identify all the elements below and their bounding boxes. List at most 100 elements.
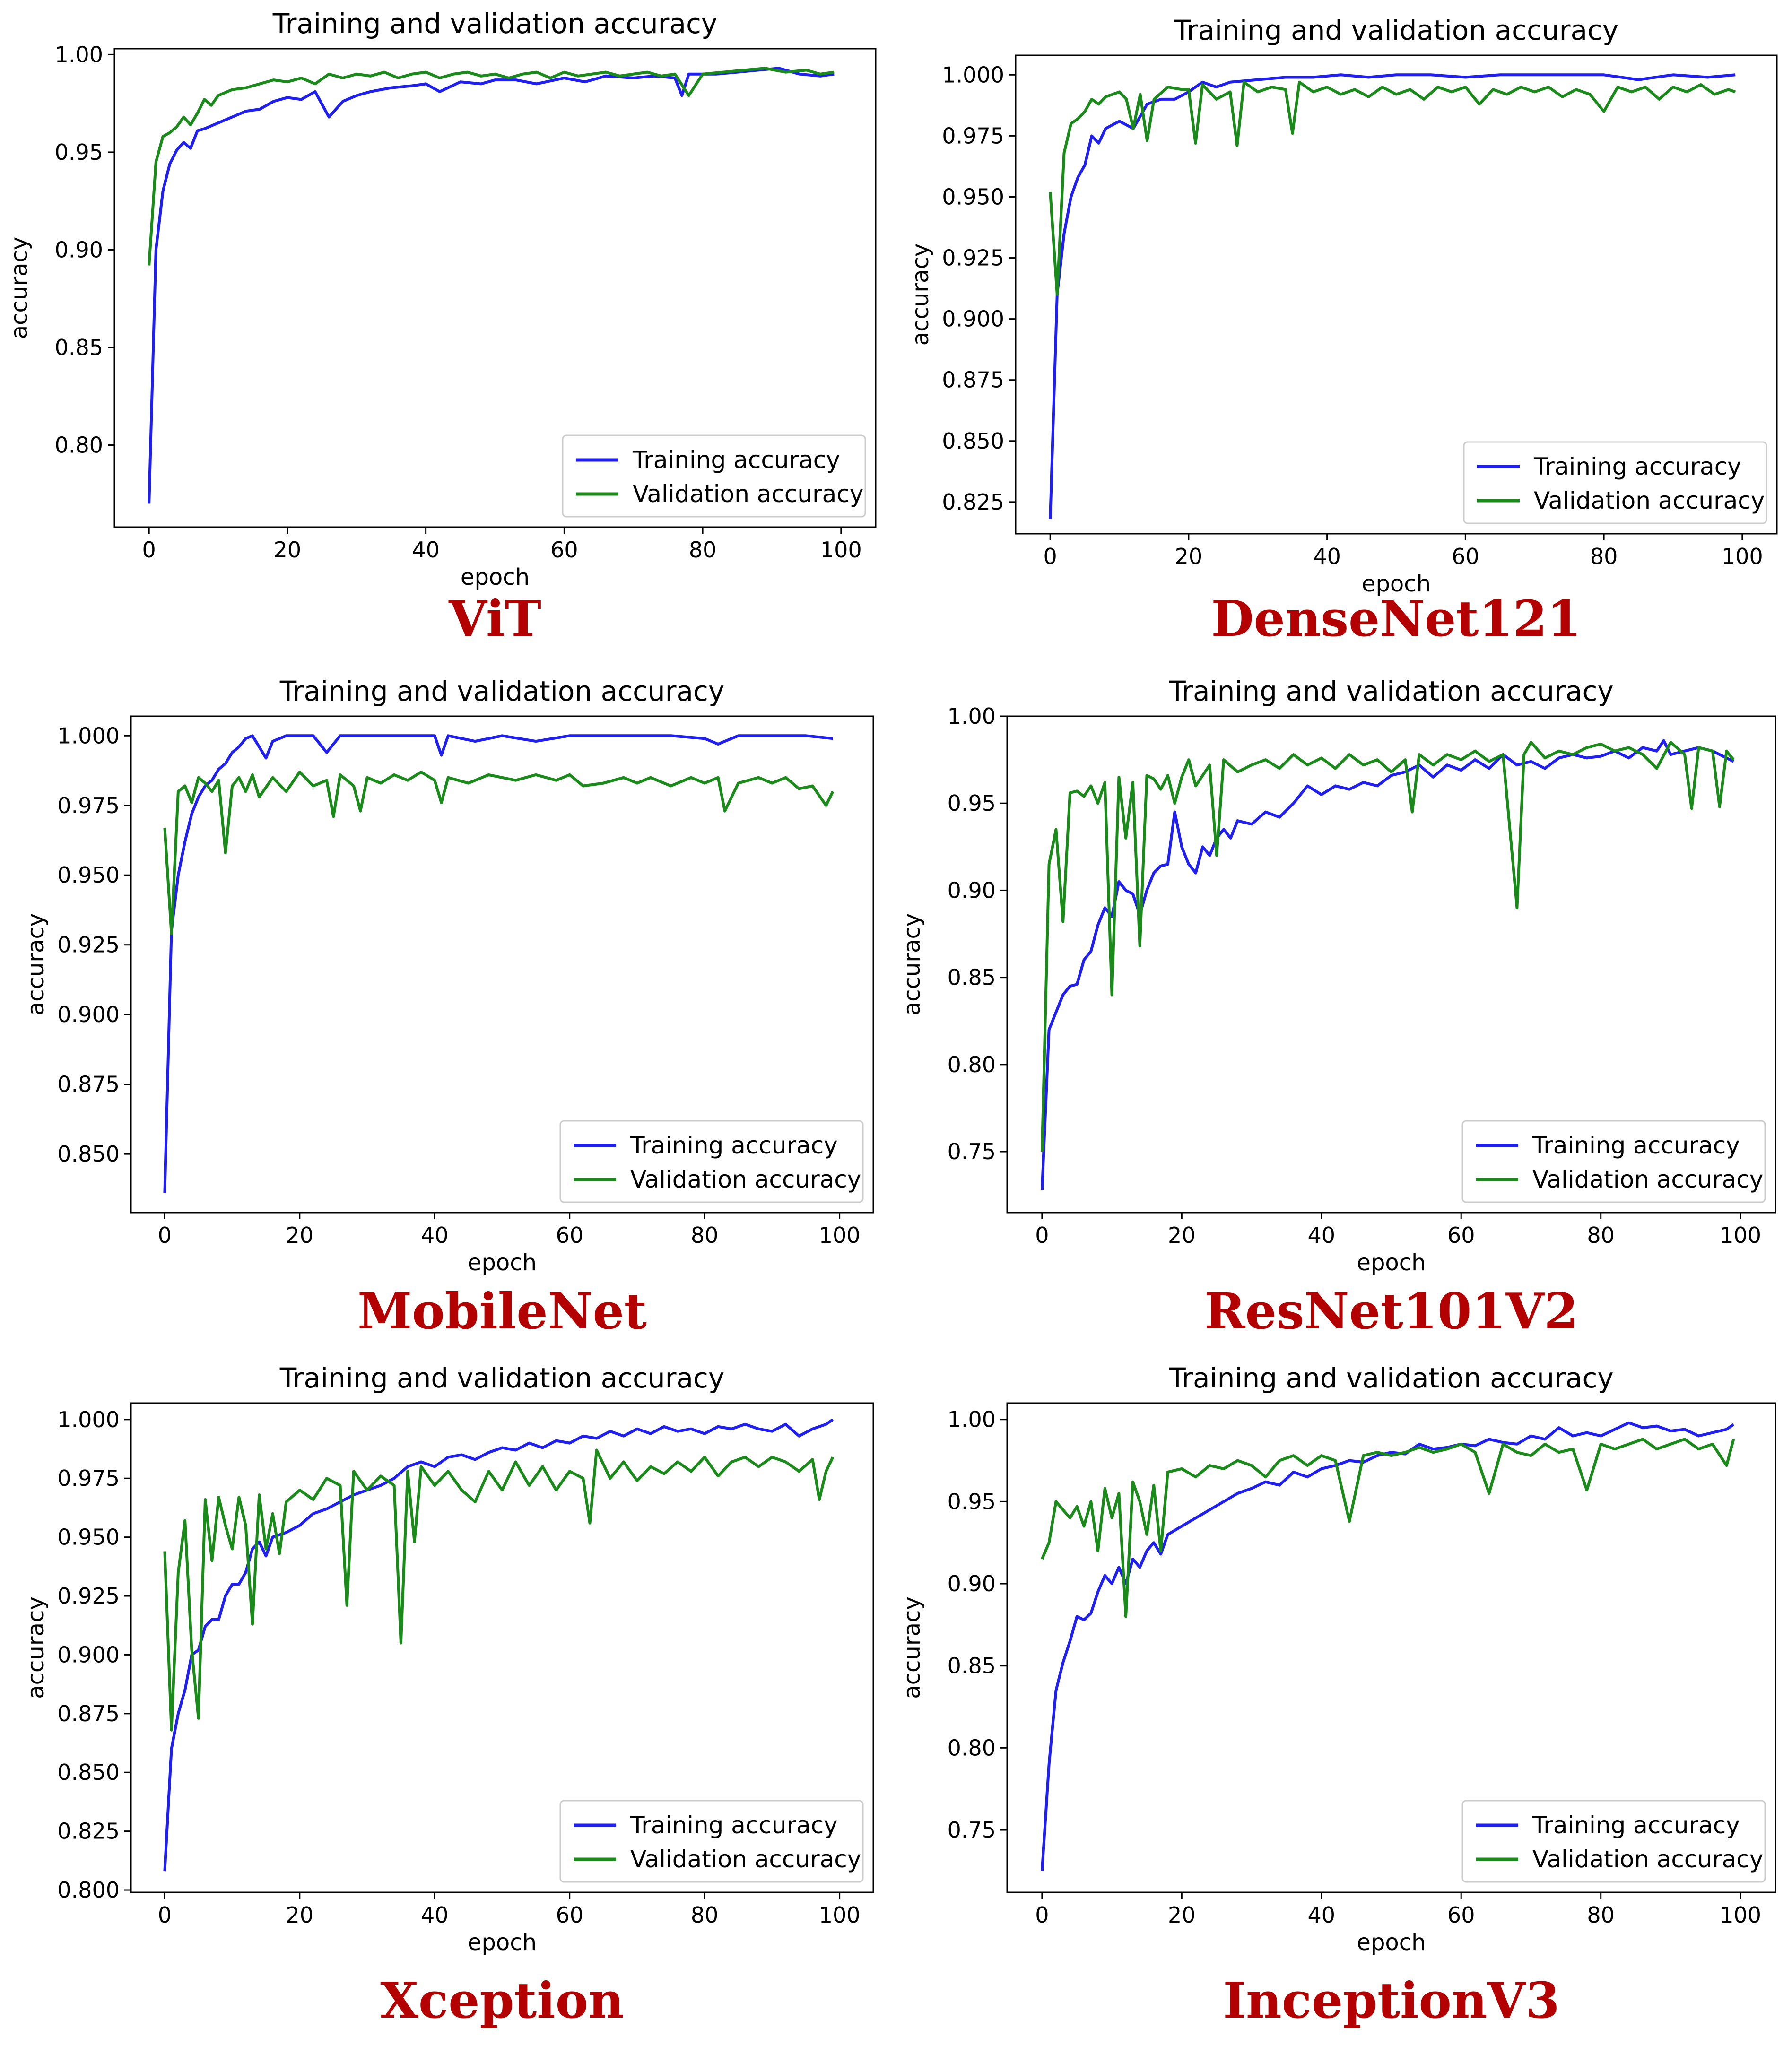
plot-frame [1015,54,1778,535]
y-tick-label: 0.75 [948,1817,996,1843]
y-tick-label: 1.000 [942,62,1004,87]
chart-title: Training and validation accuracy [1174,14,1619,46]
x-tick-label: 60 [1447,1902,1475,1928]
legend-box [559,1800,864,1883]
chart-title: Training and validation accuracy [279,1362,725,1394]
y-tick-label: 0.95 [948,1489,996,1514]
y-tick-label: 0.850 [57,1760,120,1785]
x-tick-label: 60 [556,1902,583,1928]
x-tick-label: 80 [689,537,717,563]
y-tick-label: 0.975 [942,123,1004,148]
x-axis-label: epoch [468,1249,537,1276]
y-tick-label: 0.925 [57,932,120,958]
x-tick-label: 60 [550,537,578,563]
x-tick-label: 40 [421,1902,449,1928]
y-tick-label: 0.925 [57,1583,120,1609]
x-tick-label: 40 [1307,1902,1335,1928]
x-tick-label: 80 [1587,1902,1615,1928]
chart-panel-mobilenet: Training and validation accuracy 0 20 40 60 8… [23,675,874,1340]
legend: Training accuracy Validation accuracy [1461,1800,1766,1883]
x-axis-label: epoch [468,1929,537,1956]
y-tick-label: 0.850 [942,428,1004,454]
model-name-label: ResNet101V2 [1204,1282,1578,1340]
y-tick-label: 0.825 [57,1819,120,1844]
chart-panel-inceptionv3: Training and validation accuracy 0 20 40 60 8… [899,1362,1776,2029]
y-tick-label: 0.90 [55,237,103,262]
chart-panel-resnet101v2: Training and validation accuracy 0 20 40 60 8… [899,675,1776,1340]
y-tick-label: 0.800 [57,1877,120,1903]
y-axis-label: accuracy [6,237,33,339]
x-tick-label: 60 [1447,1222,1475,1248]
y-tick-label: 1.00 [948,703,996,729]
y-tick-label: 0.85 [948,1653,996,1679]
plot-frame [1006,715,1776,1214]
validation-accuracy-line [1041,1438,1735,1618]
legend-entry: Training accuracy [1533,453,1741,480]
legend-entry: Training accuracy [630,1132,838,1159]
y-tick-label: 0.900 [942,306,1004,332]
chart-panel-vit: Training and validation accuracy 0 20 40 60 8… [6,8,877,648]
x-tick-label: 20 [1168,1902,1196,1928]
x-tick-label: 60 [1452,544,1479,569]
chart-panel-xception: Training and validation accuracy 0 20 40 60 8… [23,1362,874,2029]
x-tick-label: 20 [1168,1222,1196,1248]
y-tick-label: 0.825 [942,489,1004,515]
y-tick-label: 1.00 [55,42,103,67]
plot-frame [113,48,877,528]
chart-title: Training and validation accuracy [272,8,718,40]
x-tick-label: 100 [1720,1902,1761,1928]
x-tick-label: 20 [274,537,302,563]
x-tick-label: 100 [1722,544,1763,569]
training-accuracy-line [1049,73,1736,520]
validation-accuracy-line [148,67,835,266]
y-axis-label: accuracy [899,1596,925,1699]
y-tick-label: 0.75 [948,1139,996,1164]
y-tick-label: 0.850 [57,1141,120,1167]
y-tick-label: 0.85 [948,965,996,990]
validation-accuracy-line [1040,741,1735,1152]
y-tick-label: 0.80 [948,1052,996,1077]
legend-entry: Training accuracy [630,1812,838,1839]
legend-entry: Validation accuracy [1532,1166,1763,1193]
training-accuracy-line [163,1418,834,1872]
legend-entry: Validation accuracy [630,1846,861,1873]
model-name-label: DenseNet121 [1211,590,1581,648]
legend-entry: Training accuracy [1532,1812,1740,1839]
validation-accuracy-line [1049,80,1736,296]
y-tick-label: 0.90 [948,877,996,903]
legend-entry: Validation accuracy [1532,1846,1763,1873]
x-tick-label: 100 [819,1902,861,1928]
x-tick-label: 80 [691,1222,719,1248]
y-tick-label: 0.80 [55,433,103,458]
legend-entry: Validation accuracy [633,480,863,508]
y-tick-label: 0.95 [948,790,996,816]
legend: Training accuracy Validation accuracy [562,434,866,518]
y-tick-label: 0.875 [57,1072,120,1097]
y-tick-label: 1.000 [57,1407,120,1432]
training-accuracy-line [148,67,835,504]
legend-box [562,434,866,518]
x-tick-label: 100 [819,1222,861,1248]
x-tick-label: 0 [1035,1222,1049,1248]
x-tick-label: 80 [1590,544,1618,569]
chart-title: Training and validation accuracy [279,675,725,707]
y-tick-label: 0.90 [948,1571,996,1596]
x-tick-label: 20 [286,1902,314,1928]
training-accuracy-line [1040,1421,1735,1871]
x-tick-label: 0 [158,1902,172,1928]
y-tick-label: 0.925 [942,245,1004,271]
y-tick-label: 0.875 [57,1701,120,1726]
legend-entry: Training accuracy [1532,1132,1740,1159]
x-tick-label: 80 [1587,1222,1615,1248]
y-tick-label: 0.950 [942,184,1004,209]
plot-frame [130,1402,874,1893]
y-tick-label: 0.85 [55,335,103,360]
chart-panel-densenet121: Training and validation accuracy 0 20 40 60 8… [907,14,1778,648]
y-tick-label: 0.950 [57,1525,120,1550]
legend-box [1461,1800,1766,1883]
plot-frame [130,715,874,1214]
chart-title: Training and validation accuracy [1168,1362,1614,1394]
y-tick-label: 1.00 [948,1407,996,1432]
